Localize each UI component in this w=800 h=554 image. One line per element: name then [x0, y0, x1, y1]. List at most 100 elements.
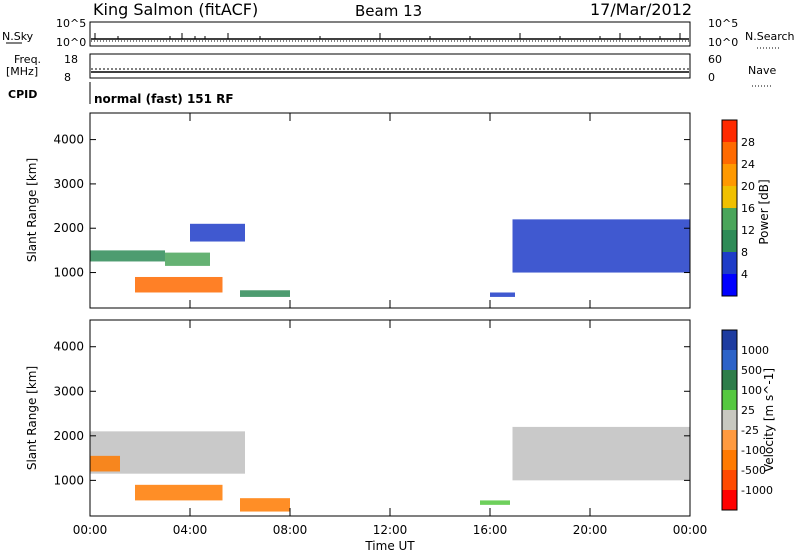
- power-colorbar-segment-2: [722, 230, 737, 252]
- velocity-colorbar-tick-6: -500: [741, 464, 766, 477]
- velocity-panel: 1000 2000 3000 4000 00:00 04:00 08:00 12:00 16:…: [25, 319, 707, 553]
- power-colorbar-tick-6: 28: [741, 136, 755, 149]
- power-region-3: [190, 223, 245, 242]
- power-colorbar-segment-3: [722, 208, 737, 230]
- velocity-ytick-label-1: 2000: [53, 429, 84, 443]
- status-panel-nsky: N.Sky 10^5 10^0 10^5 10^0 N.Search: [2, 17, 795, 49]
- velocity-colorbar-segment-5: [722, 430, 737, 450]
- velocity-region-3: [240, 498, 290, 512]
- power-colorbar-tick-2: 12: [741, 224, 755, 237]
- nave-tick-bottom: 0: [708, 71, 715, 84]
- nsearch-tick-bottom: 10^0: [708, 36, 738, 49]
- velocity-colorbar-ticks: 1000 500 100 25 -25 -100 -500 -1000: [741, 344, 773, 497]
- velocity-colorbar-segment-7: [722, 470, 737, 490]
- station-title: King Salmon (fitACF): [93, 0, 258, 19]
- power-colorbar-tick-4: 20: [741, 180, 755, 193]
- power-colorbar-frame: [721, 119, 738, 297]
- power-colorbar-segment-7: [722, 120, 737, 142]
- velocity-colorbar-frame: [721, 329, 738, 511]
- nsky-label: N.Sky: [2, 30, 34, 43]
- power-colorbar: 4 8 12 16 20 24 28 Power [dB]: [721, 119, 771, 297]
- power-colorbar-tick-3: 16: [741, 202, 755, 215]
- power-ytick-label-3: 4000: [53, 133, 84, 147]
- power-colorbar-ticks: 4 8 12 16 20 24 28: [741, 136, 755, 281]
- nsky-tick-top: 10^5: [56, 17, 86, 30]
- nave-tick-top: 60: [708, 53, 722, 66]
- xtick-label-2: 08:00: [273, 523, 308, 537]
- power-panel: 1000 2000 3000 4000 Slant Range [km]: [25, 112, 691, 309]
- power-region-4: [240, 290, 290, 297]
- nsky-spikes: [94, 33, 681, 39]
- velocity-colorbar-tick-5: -100: [741, 444, 766, 457]
- power-region-5: [490, 292, 515, 297]
- power-colorbar-label: Power [dB]: [757, 179, 771, 244]
- power-colorbar-segment-6: [722, 142, 737, 164]
- power-colorbar-segment-0: [722, 274, 737, 296]
- nsearch-label: N.Search: [745, 30, 795, 43]
- velocity-colorbar: 1000 500 100 25 -25 -100 -500 -1000 Velocity [m…: [721, 329, 776, 511]
- velocity-y-axis: 1000 2000 3000 4000: [53, 340, 690, 487]
- freq-tick-bottom: 8: [64, 71, 71, 84]
- velocity-colorbar-tick-4: -25: [741, 424, 759, 437]
- cpid-label: CPID: [8, 88, 37, 101]
- power-ytick-label-0: 1000: [53, 266, 84, 280]
- velocity-ytick-label-2: 3000: [53, 384, 84, 398]
- power-region-1: [165, 252, 210, 266]
- freq-tick-top: 18: [64, 53, 78, 66]
- velocity-ytick-label-3: 4000: [53, 340, 84, 354]
- xtick-label-4: 16:00: [473, 523, 508, 537]
- power-region-6: [512, 219, 690, 273]
- xtick-label-0: 00:00: [73, 523, 108, 537]
- velocity-colorbar-segment-8: [722, 490, 737, 510]
- power-colorbar-segments: [722, 120, 737, 296]
- velocity-colorbar-segment-6: [722, 450, 737, 470]
- power-y-axis: 1000 2000 3000 4000: [53, 133, 690, 280]
- cpid-value: normal (fast) 151 RF: [94, 92, 234, 106]
- velocity-colorbar-segment-4: [722, 410, 737, 430]
- power-region-2: [135, 276, 223, 293]
- power-colorbar-tick-5: 24: [741, 158, 755, 171]
- power-x-axis: [89, 113, 691, 308]
- freq-frame: [89, 53, 691, 79]
- power-colorbar-segment-5: [722, 164, 737, 186]
- power-y-label: Slant Range [km]: [25, 158, 39, 262]
- x-axis-label: Time UT: [364, 539, 415, 553]
- xtick-label-5: 20:00: [573, 523, 608, 537]
- velocity-y-label: Slant Range [km]: [25, 366, 39, 470]
- xtick-label-3: 12:00: [373, 523, 408, 537]
- power-colorbar-segment-4: [722, 186, 737, 208]
- freq-label: Freq.: [14, 53, 41, 66]
- power-colorbar-tick-0: 4: [741, 268, 748, 281]
- nsearch-tick-top: 10^5: [708, 17, 738, 30]
- power-ytick-label-1: 2000: [53, 221, 84, 235]
- velocity-colorbar-tick-3: 25: [741, 404, 755, 417]
- nsky-tick-bottom: 10^0: [56, 36, 86, 49]
- status-panel-freq: Freq. [MHz] 18 8 60 0 Nave: [6, 53, 776, 87]
- power-colorbar-tick-1: 8: [741, 246, 748, 259]
- power-data-cells: [90, 219, 690, 297]
- velocity-region-2: [135, 484, 223, 501]
- power-region-0: [90, 250, 165, 262]
- velocity-colorbar-segment-2: [722, 370, 737, 390]
- velocity-ytick-label-0: 1000: [53, 473, 84, 487]
- nave-label: Nave: [748, 64, 776, 77]
- date-title: 17/Mar/2012: [590, 0, 692, 19]
- velocity-colorbar-tick-0: 1000: [741, 344, 769, 357]
- power-colorbar-segment-1: [722, 252, 737, 274]
- velocity-colorbar-tick-1: 500: [741, 364, 762, 377]
- power-ytick-label-2: 3000: [53, 177, 84, 191]
- beam-title: Beam 13: [355, 2, 422, 20]
- velocity-colorbar-segment-0: [722, 330, 737, 350]
- nsky-frame: [89, 21, 691, 47]
- velocity-data-cells: [90, 426, 690, 512]
- velocity-colorbar-segment-1: [722, 350, 737, 370]
- freq-unit: [MHz]: [6, 65, 38, 78]
- velocity-colorbar-segments: [722, 330, 737, 510]
- velocity-colorbar-segment-3: [722, 390, 737, 410]
- velocity-colorbar-label: Velocity [m s^-1]: [762, 368, 776, 472]
- velocity-colorbar-tick-7: -1000: [741, 484, 773, 497]
- velocity-region-5: [512, 426, 690, 481]
- velocity-x-axis: 00:00 04:00 08:00 12:00 16:00 20:00 00:00: [73, 320, 707, 537]
- velocity-region-4: [480, 500, 510, 505]
